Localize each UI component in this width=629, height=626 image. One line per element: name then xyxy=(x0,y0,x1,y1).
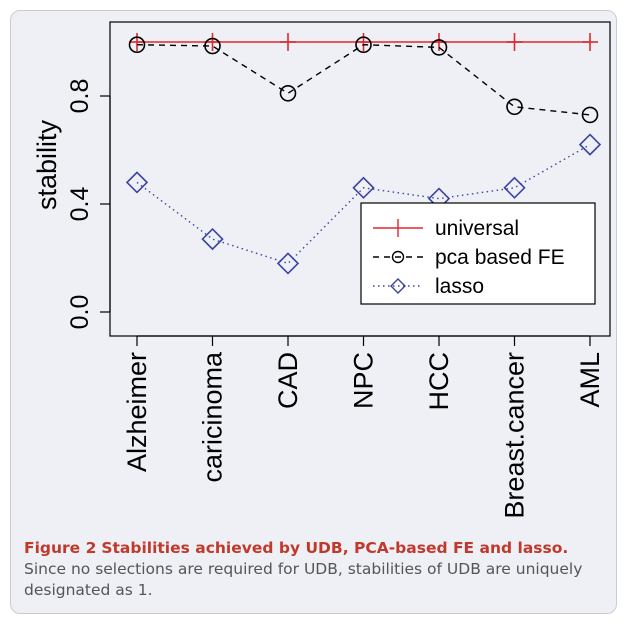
data-point-1-3 xyxy=(355,36,372,54)
figure-title: Stabilities achieved by UDB, PCA-based F… xyxy=(101,539,569,557)
y-axis-label: stability xyxy=(32,119,62,210)
data-point-1-6 xyxy=(581,106,599,124)
data-point-2-0 xyxy=(125,171,149,194)
legend-marker-2 xyxy=(390,278,406,294)
x-tick-label: AML xyxy=(575,352,605,408)
data-point-1-2 xyxy=(279,85,297,102)
x-tick-label: Alzheimer xyxy=(122,352,152,472)
series-line-2 xyxy=(136,143,591,265)
data-point-1-4 xyxy=(430,39,448,56)
figure-caption: Figure 2 Stabilities achieved by UDB, PC… xyxy=(24,538,604,601)
y-tick-label: 0.0 xyxy=(66,295,94,330)
y-tick-label: 0.4 xyxy=(66,187,94,222)
data-point-2-3 xyxy=(352,176,375,199)
legend-box xyxy=(360,202,596,305)
data-point-1-1 xyxy=(204,37,221,55)
x-tick-label: CAD xyxy=(273,352,303,409)
data-point-2-1 xyxy=(201,227,224,251)
figure-label: Figure 2 xyxy=(24,539,97,557)
figure-panel xyxy=(10,10,617,614)
data-point-1-0 xyxy=(128,36,146,54)
x-tick-label: caricinoma xyxy=(198,351,228,483)
x-tick-label: NPC xyxy=(349,352,379,409)
data-point-1-5 xyxy=(506,98,523,116)
y-tick-label: 0.8 xyxy=(66,79,94,114)
series-line-1 xyxy=(136,43,591,116)
data-point-2-2 xyxy=(276,252,300,275)
legend-label-1: pca based FE xyxy=(435,246,565,269)
x-tick-label: Breast.cancer xyxy=(500,352,530,519)
legend-label-2: lasso xyxy=(435,275,484,298)
legend-label-0: universal xyxy=(435,217,519,240)
figure-caption-text: Since no selections are required for UDB… xyxy=(24,560,583,599)
data-point-2-6 xyxy=(578,133,602,156)
x-tick-label: HCC xyxy=(424,352,454,411)
legend-marker-1 xyxy=(391,250,405,264)
data-point-2-5 xyxy=(503,176,526,199)
